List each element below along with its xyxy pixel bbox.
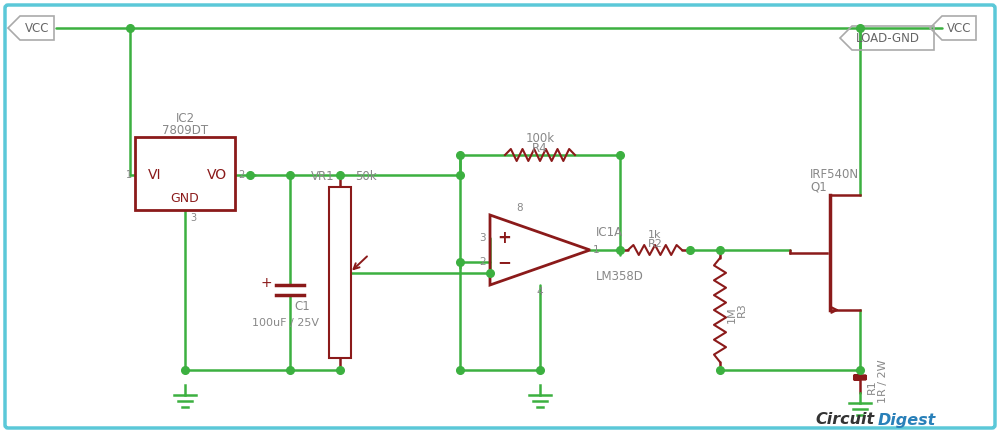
Bar	[135, 137, 235, 210]
Text: IRF540N: IRF540N	[810, 168, 859, 181]
Text: 1M: 1M	[727, 307, 737, 323]
Text: Circuit: Circuit	[815, 413, 874, 427]
Text: 100uF / 25V: 100uF / 25V	[252, 318, 319, 328]
Text: VCC: VCC	[947, 22, 971, 35]
Text: R4: R4	[532, 142, 548, 155]
Text: 3: 3	[479, 233, 486, 243]
Text: +: +	[260, 276, 272, 290]
Text: Q1: Q1	[810, 181, 827, 194]
Text: 1: 1	[126, 170, 132, 180]
Text: Digest: Digest	[878, 413, 936, 427]
Text: 2: 2	[479, 257, 486, 267]
Text: IC2: IC2	[175, 113, 195, 126]
Text: 2: 2	[238, 170, 244, 180]
Text: 3: 3	[190, 213, 196, 223]
Text: −: −	[497, 253, 511, 271]
Text: 50k: 50k	[355, 171, 377, 184]
Text: LM358D: LM358D	[596, 271, 644, 284]
Text: 4: 4	[537, 287, 543, 297]
Text: C1: C1	[294, 300, 310, 313]
Text: VCC: VCC	[25, 22, 49, 35]
Text: R3: R3	[737, 303, 747, 317]
Text: 1k: 1k	[648, 230, 662, 240]
Text: +: +	[497, 229, 511, 247]
Bar	[329, 187, 351, 358]
Text: 7809DT: 7809DT	[162, 123, 208, 136]
FancyBboxPatch shape	[5, 5, 995, 428]
Text: R1: R1	[867, 379, 877, 394]
Text: IC1A: IC1A	[596, 226, 623, 239]
Text: GND: GND	[171, 191, 199, 204]
Text: 100k: 100k	[525, 132, 555, 145]
Text: VO: VO	[207, 168, 227, 182]
Text: VI: VI	[148, 168, 162, 182]
Text: R2: R2	[648, 239, 662, 249]
Text: 8: 8	[517, 203, 523, 213]
Text: 1: 1	[593, 245, 600, 255]
Text: VR1: VR1	[311, 171, 335, 184]
Text: 1R / 2W: 1R / 2W	[878, 360, 888, 403]
Text: LOAD-GND: LOAD-GND	[856, 32, 920, 45]
